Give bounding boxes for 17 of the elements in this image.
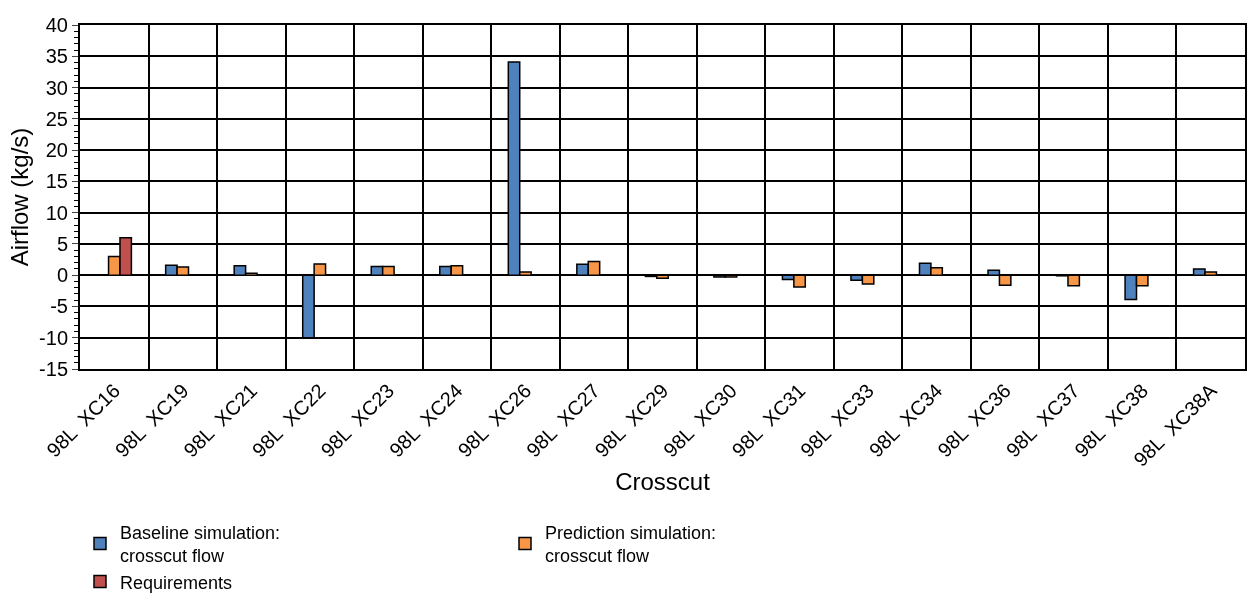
y-tick-label: -10	[39, 326, 68, 349]
y-axis-title: Airflow (kg/s)	[5, 127, 33, 267]
x-axis-title: Crosscut	[615, 468, 711, 496]
y-tick-label: 25	[45, 107, 68, 130]
y-tick-label: 30	[45, 76, 68, 99]
y-tick-label: -5	[50, 295, 68, 318]
y-tick-label: 40	[45, 14, 68, 36]
legend-label: Prediction simulation: crosscut flow	[545, 522, 717, 567]
y-tick-label: -15	[39, 358, 68, 380]
y-tick-label: 5	[56, 232, 68, 255]
y-tick-label: 10	[45, 201, 68, 224]
y-tick-label: 0	[56, 264, 68, 287]
y-tick-label: 20	[45, 139, 68, 162]
legend-label: Baseline simulation: crosscut flow	[120, 522, 281, 567]
legend-label: Requirements	[120, 572, 233, 593]
y-tick-label: 35	[45, 45, 68, 68]
y-tick-label: 15	[45, 170, 68, 193]
